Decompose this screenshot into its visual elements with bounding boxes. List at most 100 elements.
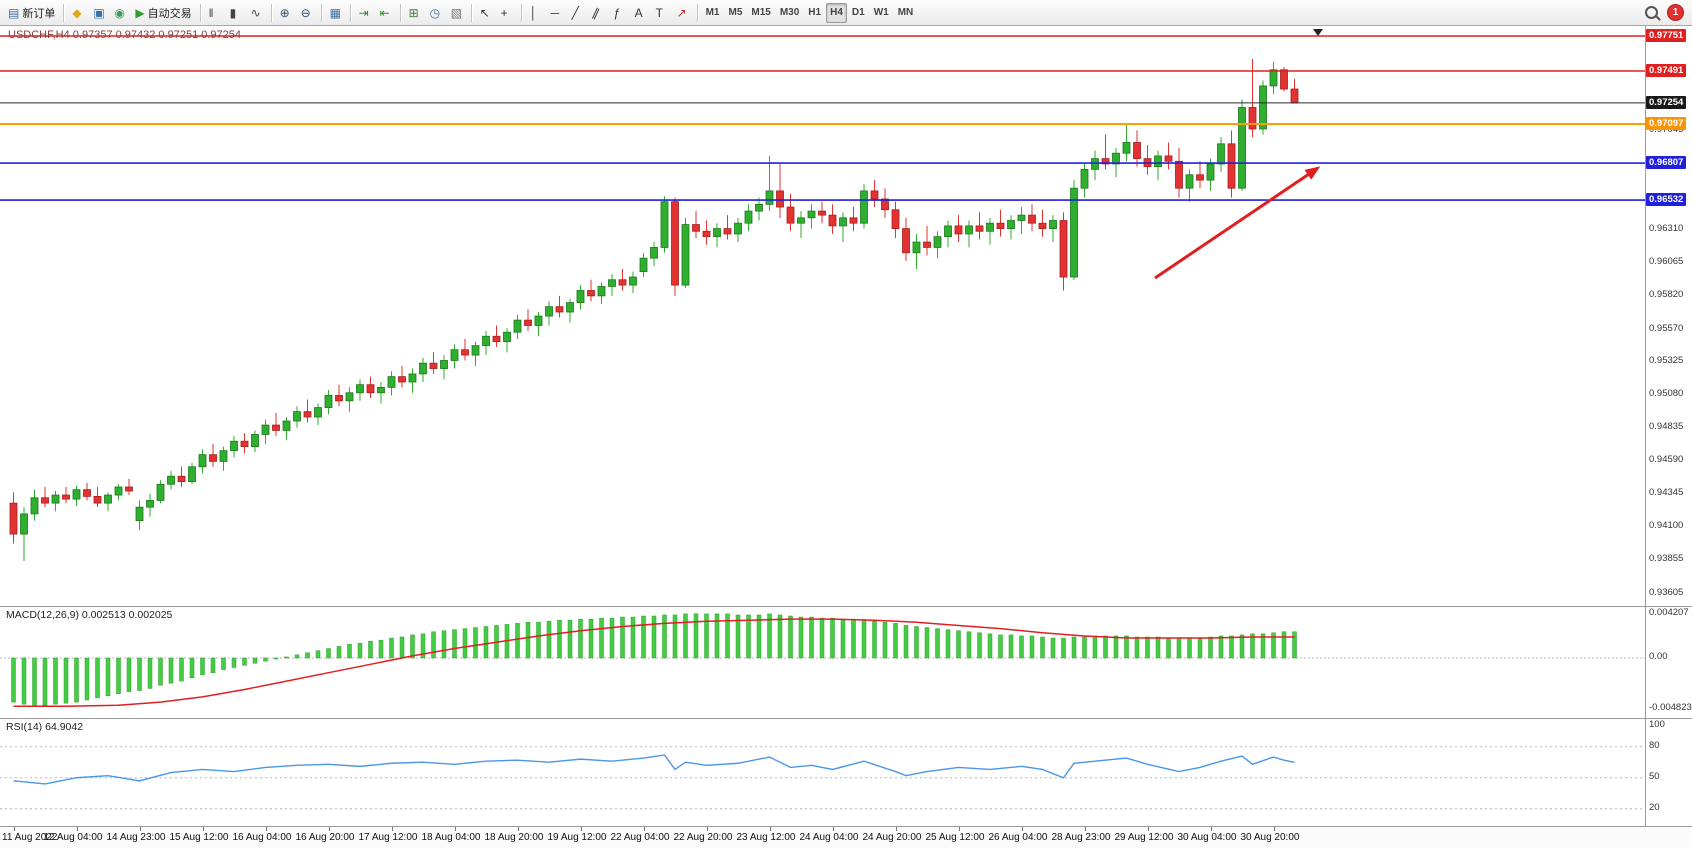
scale-tick-label: 0.94345 xyxy=(1649,487,1684,499)
time-axis-label: 11 Aug 2022 xyxy=(2,832,58,843)
time-tick-mark xyxy=(139,827,141,831)
templates-menu-icon: ▧ xyxy=(450,5,462,20)
time-axis-label: 19 Aug 12:00 xyxy=(547,832,607,843)
trend-arrow-annotation[interactable] xyxy=(1154,166,1321,280)
timeframe-m30-button[interactable]: M30 xyxy=(776,3,803,23)
timeframe-m5-label: M5 xyxy=(728,7,743,18)
timeframe-m1-label: M1 xyxy=(705,7,720,18)
zoom-out-button[interactable]: ⊖ xyxy=(297,3,317,23)
time-tick-mark xyxy=(517,827,519,831)
autotrading-button[interactable]: ▶ 自动交易 xyxy=(131,3,195,23)
price-scale[interactable]: 0.970450.963100.960650.958200.955700.953… xyxy=(1645,26,1692,826)
bar-chart-button[interactable]: ‖ xyxy=(205,3,225,23)
time-tick-mark xyxy=(769,827,771,831)
chart-shift-button[interactable]: ⇤ xyxy=(376,3,396,23)
trendline-icon: ╱ xyxy=(571,5,579,20)
new-order-button[interactable]: ▤ 新订单 xyxy=(4,3,59,23)
text-label-icon: T xyxy=(655,5,663,20)
cursor-button[interactable]: ↖ xyxy=(476,3,496,23)
time-tick-mark xyxy=(1147,827,1149,831)
timeframe-d1-button[interactable]: D1 xyxy=(848,3,869,23)
toolbar-separator xyxy=(63,3,65,22)
scale-tick-label: 0.96310 xyxy=(1649,222,1684,234)
timeframe-m5-button[interactable]: M5 xyxy=(724,3,746,23)
autotrading-label: 自动交易 xyxy=(147,7,192,20)
vertical-line-button[interactable]: │ xyxy=(526,3,546,23)
time-axis-label: 16 Aug 20:00 xyxy=(295,832,355,843)
toolbar-separator xyxy=(199,3,201,22)
auto-scroll-button[interactable]: ⇥ xyxy=(355,3,375,23)
toolbar-separator xyxy=(696,3,698,22)
text-label-button[interactable]: T xyxy=(652,3,672,23)
timeframe-m30-label: M30 xyxy=(779,7,800,18)
chart-title: USDCHF,H4 0.97357 0.97432 0.97251 0.9725… xyxy=(8,29,241,41)
macd-histogram xyxy=(11,613,1297,707)
tile-windows-icon: ▦ xyxy=(329,5,341,20)
time-tick-mark xyxy=(76,827,78,831)
timeframe-w1-button[interactable]: W1 xyxy=(870,3,893,23)
timeframe-h4-button[interactable]: H4 xyxy=(826,2,847,23)
periods-menu-icon: ◷ xyxy=(429,5,441,20)
line-chart-icon: ∿ xyxy=(250,5,261,20)
rsi-chart-area[interactable] xyxy=(0,718,1645,826)
horizontal-price-lines[interactable] xyxy=(0,35,1645,201)
strategy-tester-button[interactable]: ◉ xyxy=(110,3,130,23)
fibonacci-button[interactable]: ƒ xyxy=(610,3,630,23)
panel-splitter[interactable] xyxy=(0,718,1692,719)
data-window-button[interactable]: ▣ xyxy=(89,3,109,23)
time-scale[interactable]: 11 Aug 2022 12 Aug 04:00 14 Aug 23:00 15 Au… xyxy=(0,826,1692,848)
timeframe-m15-button[interactable]: M15 xyxy=(747,3,774,23)
candlestick-chart-button[interactable]: ▮ xyxy=(226,3,246,23)
templates-menu-button[interactable]: ▧ xyxy=(447,3,467,23)
scale-tick-label: -0.004823 xyxy=(1649,701,1692,713)
toolbar-separator xyxy=(320,3,322,22)
chart-end-marker[interactable] xyxy=(1313,29,1323,36)
tile-windows-button[interactable]: ▦ xyxy=(326,3,346,23)
price-line-badge: 0.96532 xyxy=(1646,193,1687,207)
price-chart-area[interactable] xyxy=(0,26,1645,606)
timeframe-h1-label: H1 xyxy=(808,7,822,18)
zoom-in-icon: ⊕ xyxy=(279,5,290,20)
scale-tick-label: 0.94590 xyxy=(1649,454,1684,466)
rsi-label: RSI(14) 64.9042 xyxy=(6,721,83,733)
indicators-menu-button[interactable]: ⊞ xyxy=(405,3,425,23)
price-line-badge: 0.97751 xyxy=(1646,28,1687,42)
new-order-label: 新订单 xyxy=(22,7,56,20)
time-tick-mark xyxy=(202,827,204,831)
metaeditor-button[interactable]: ◆ xyxy=(68,3,88,23)
periods-menu-button[interactable]: ◷ xyxy=(426,3,446,23)
timeframe-m1-button[interactable]: M1 xyxy=(702,3,724,23)
timeframe-h1-button[interactable]: H1 xyxy=(804,3,825,23)
equidistant-channel-button[interactable]: ∥ xyxy=(589,3,609,23)
zoom-in-button[interactable]: ⊕ xyxy=(276,3,296,23)
scale-tick-label: 0.93855 xyxy=(1649,553,1684,565)
macd-label: MACD(12,26,9) 0.002513 0.002025 xyxy=(6,609,172,621)
time-axis-label: 30 Aug 04:00 xyxy=(1177,832,1237,843)
timeframe-mn-button[interactable]: MN xyxy=(894,3,918,23)
panel-splitter[interactable] xyxy=(0,606,1692,607)
toolbar-separator xyxy=(470,3,472,22)
scale-tick-label: 100 xyxy=(1649,719,1665,730)
macd-chart-area[interactable] xyxy=(0,606,1645,718)
scale-tick-label: 0.95325 xyxy=(1649,355,1684,367)
text-button[interactable]: A xyxy=(631,3,651,23)
line-chart-button[interactable]: ∿ xyxy=(247,3,267,23)
trendline-button[interactable]: ╱ xyxy=(568,3,588,23)
crosshair-button[interactable]: + xyxy=(497,3,517,23)
search-button[interactable] xyxy=(1641,3,1662,23)
arrows-button[interactable]: ↗ xyxy=(673,3,693,23)
data-window-icon: ▣ xyxy=(93,5,105,20)
indicators-menu-icon: ⊞ xyxy=(408,5,419,20)
time-tick-mark xyxy=(391,827,393,831)
horizontal-line-button[interactable]: ─ xyxy=(547,3,567,23)
horizontal-line-icon: ─ xyxy=(550,5,560,20)
time-tick-mark xyxy=(958,827,960,831)
rsi-line xyxy=(13,754,1295,785)
toolbar: ▤ 新订单 ◆ ▣ ◉ ▶ 自动交易 ‖ ▮ ∿ ⊕ ⊖ ▦ ⇥ ⇤ ⊞ ◷ ▧ ↖ + │ ─ ╱ ∥ ƒ A T ↗ M1 M5 M15… xyxy=(0,0,1692,26)
time-axis-label: 25 Aug 12:00 xyxy=(925,832,985,843)
time-tick-mark xyxy=(1210,827,1212,831)
time-tick-mark xyxy=(1021,827,1023,831)
notification-badge[interactable]: 1 xyxy=(1667,4,1684,21)
time-axis-label: 12 Aug 04:00 xyxy=(43,832,103,843)
